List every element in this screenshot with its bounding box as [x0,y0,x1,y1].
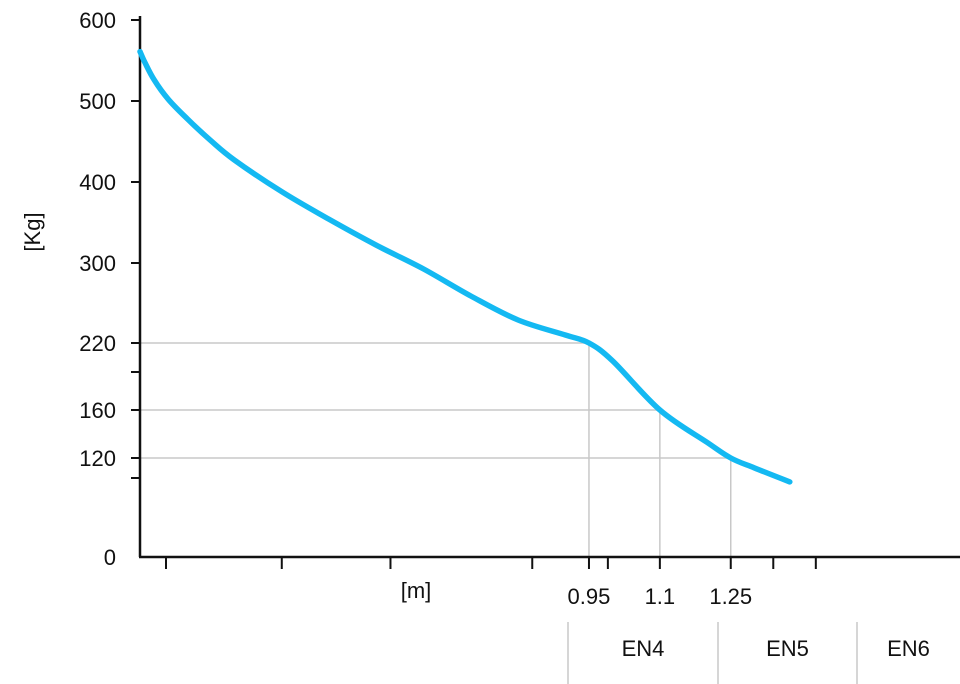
reference-guides [140,342,732,557]
x-tick-label: 0.95 [568,584,611,609]
y-axis-title: [Kg] [20,212,45,251]
class-label-en4: EN4 [622,636,665,661]
x-tick-label: 1.1 [645,584,676,609]
class-label-en5: EN5 [766,636,809,661]
axes [131,16,960,569]
class-label-en6: EN6 [887,636,930,661]
y-tick-label: 0 [104,545,116,570]
class-labels: EN4 EN5 EN6 [567,622,930,684]
load-curve-line [137,48,793,485]
y-tick-label: 160 [79,398,116,423]
x-tick-label: 1.25 [709,584,752,609]
x-axis-title: [m] [401,578,432,603]
y-tick-label: 220 [79,331,116,356]
y-tick-label: 120 [79,446,116,471]
y-tick-label: 400 [79,170,116,195]
y-tick-label: 300 [79,251,116,276]
y-tick-label: 500 [79,89,116,114]
series-curve [137,48,793,485]
y-tick-label: 600 [79,8,116,33]
tick-labels: 0 120 160 220 300 400 500 600 0.95 1.1 1.25 [79,8,752,609]
